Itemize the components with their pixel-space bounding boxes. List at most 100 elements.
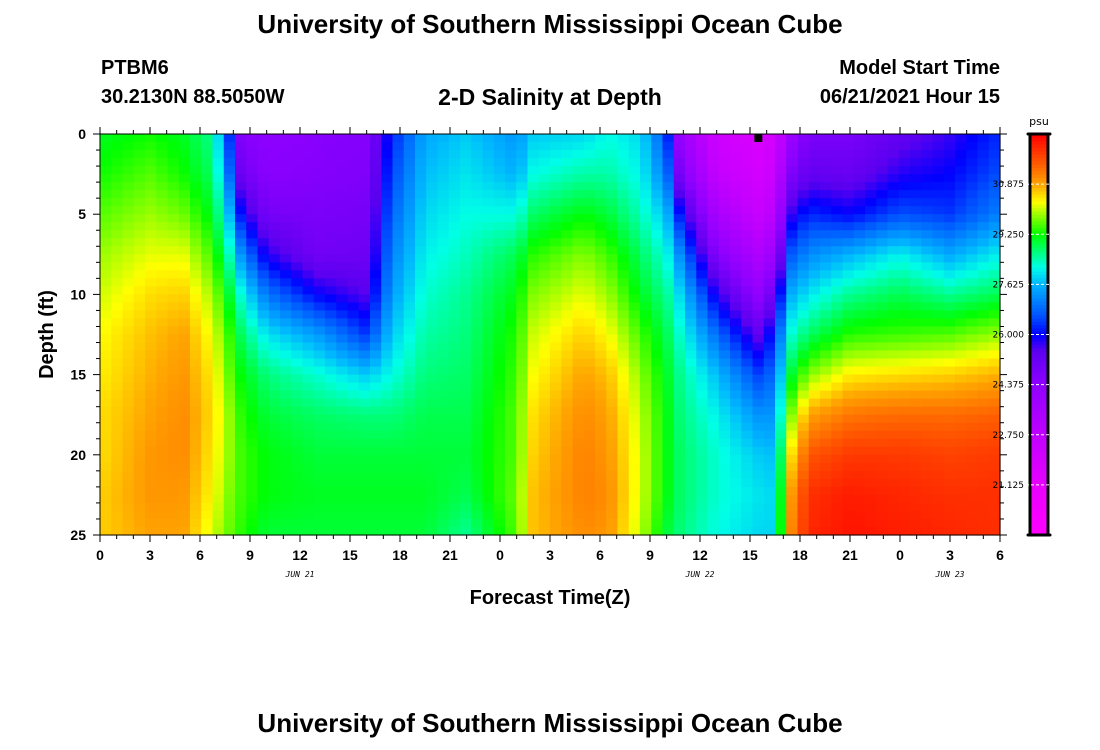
heatmap-cell xyxy=(842,350,855,360)
heatmap-cell xyxy=(246,478,259,488)
heatmap-cell xyxy=(775,142,787,151)
heatmap-cell xyxy=(898,510,911,520)
date-label: JUN 23 xyxy=(935,570,965,579)
heatmap-cell xyxy=(291,310,304,320)
heatmap-cell xyxy=(718,486,731,496)
heatmap-cell xyxy=(887,310,900,320)
heatmap-cell xyxy=(482,510,495,520)
heatmap-cell xyxy=(775,454,787,464)
heatmap-cell xyxy=(460,158,472,167)
heatmap-cell xyxy=(505,238,517,247)
heatmap-cell xyxy=(156,214,169,223)
heatmap-cell xyxy=(415,390,427,400)
colorbar-segment xyxy=(1030,374,1048,379)
heatmap-cell xyxy=(561,478,574,488)
heatmap-cell xyxy=(392,518,405,528)
heatmap-cell xyxy=(741,422,754,432)
heatmap-cell xyxy=(932,238,945,247)
heatmap-cell xyxy=(145,254,157,263)
heatmap-cell xyxy=(471,230,484,239)
colorbar-segment xyxy=(1030,274,1048,279)
colorbar-segment xyxy=(1030,354,1048,359)
heatmap-cell xyxy=(415,406,427,416)
heatmap-cell xyxy=(932,438,945,448)
heatmap-cell xyxy=(358,182,371,191)
heatmap-cell xyxy=(268,398,281,408)
colorbar-segment xyxy=(1030,317,1048,322)
heatmap-cell xyxy=(685,334,697,344)
heatmap-cell xyxy=(820,334,832,344)
heatmap-cell xyxy=(370,174,382,183)
heatmap-cell xyxy=(280,350,292,360)
heatmap-cell xyxy=(212,422,225,432)
heatmap-cell xyxy=(516,158,529,167)
heatmap-cell xyxy=(313,230,326,239)
heatmap-cell xyxy=(448,366,461,376)
heatmap-cell xyxy=(381,302,394,312)
heatmap-cell xyxy=(291,294,304,304)
heatmap-cell xyxy=(358,406,371,416)
heatmap-cell xyxy=(325,182,337,191)
heatmap-cell xyxy=(786,334,799,344)
heatmap-cell xyxy=(336,190,349,199)
heatmap-cell xyxy=(347,478,360,488)
heatmap-cell xyxy=(561,134,574,143)
heatmap-cell xyxy=(876,406,889,416)
x-tick-label: 12 xyxy=(692,547,708,563)
heatmap-cell xyxy=(673,470,686,480)
heatmap-cell xyxy=(505,190,517,199)
heatmap-cell xyxy=(707,486,720,496)
colorbar-segment xyxy=(1030,454,1048,459)
heatmap-cell xyxy=(707,214,720,223)
heatmap-cell xyxy=(763,318,776,328)
heatmap-cell xyxy=(403,470,416,480)
heatmap-cell xyxy=(988,206,1001,215)
heatmap-cell xyxy=(966,246,979,255)
heatmap-cell xyxy=(313,302,326,312)
heatmap-cell xyxy=(516,374,529,384)
heatmap-cell xyxy=(583,198,596,207)
heatmap-cell xyxy=(606,214,619,223)
heatmap-cell xyxy=(865,270,877,279)
heatmap-cell xyxy=(505,406,517,416)
heatmap-cell xyxy=(178,278,191,287)
heatmap-cell xyxy=(876,206,889,215)
heatmap-cell xyxy=(538,510,551,520)
heatmap-cell xyxy=(460,350,472,360)
heatmap-cell xyxy=(696,502,709,512)
heatmap-cell xyxy=(741,238,754,247)
heatmap-cell xyxy=(516,318,529,328)
heatmap-cell xyxy=(966,214,979,223)
heatmap-cell xyxy=(673,398,686,408)
colorbar-segment xyxy=(1030,524,1048,529)
heatmap-cell xyxy=(403,430,416,440)
heatmap-cell xyxy=(561,158,574,167)
colorbar-label: 26.000 xyxy=(993,331,1025,341)
heatmap-cell xyxy=(572,342,585,352)
heatmap-cell xyxy=(257,134,270,143)
heatmap-cell xyxy=(325,254,337,263)
heatmap-cell xyxy=(167,238,180,247)
heatmap-cell xyxy=(606,494,619,504)
heatmap-cell xyxy=(538,150,551,159)
heatmap-cell xyxy=(775,230,787,239)
heatmap-cell xyxy=(426,414,439,424)
heatmap-cell xyxy=(955,174,967,183)
colorbar-segment xyxy=(1030,461,1048,466)
heatmap-cell xyxy=(876,358,889,368)
heatmap-cell xyxy=(797,390,810,400)
heatmap-cell xyxy=(910,134,922,143)
heatmap-cell xyxy=(572,214,585,223)
heatmap-cell xyxy=(437,334,450,344)
heatmap-cell xyxy=(718,150,731,159)
colorbar-segment xyxy=(1030,518,1048,523)
heatmap-cell xyxy=(167,270,180,279)
heatmap-cell xyxy=(820,486,832,496)
heatmap-cell xyxy=(640,366,652,376)
heatmap-cell xyxy=(550,206,562,215)
heatmap-cell xyxy=(651,158,664,167)
heatmap-cell xyxy=(842,190,855,199)
heatmap-cell xyxy=(538,166,551,175)
heatmap-cell xyxy=(696,422,709,432)
heatmap-cell xyxy=(943,238,956,247)
